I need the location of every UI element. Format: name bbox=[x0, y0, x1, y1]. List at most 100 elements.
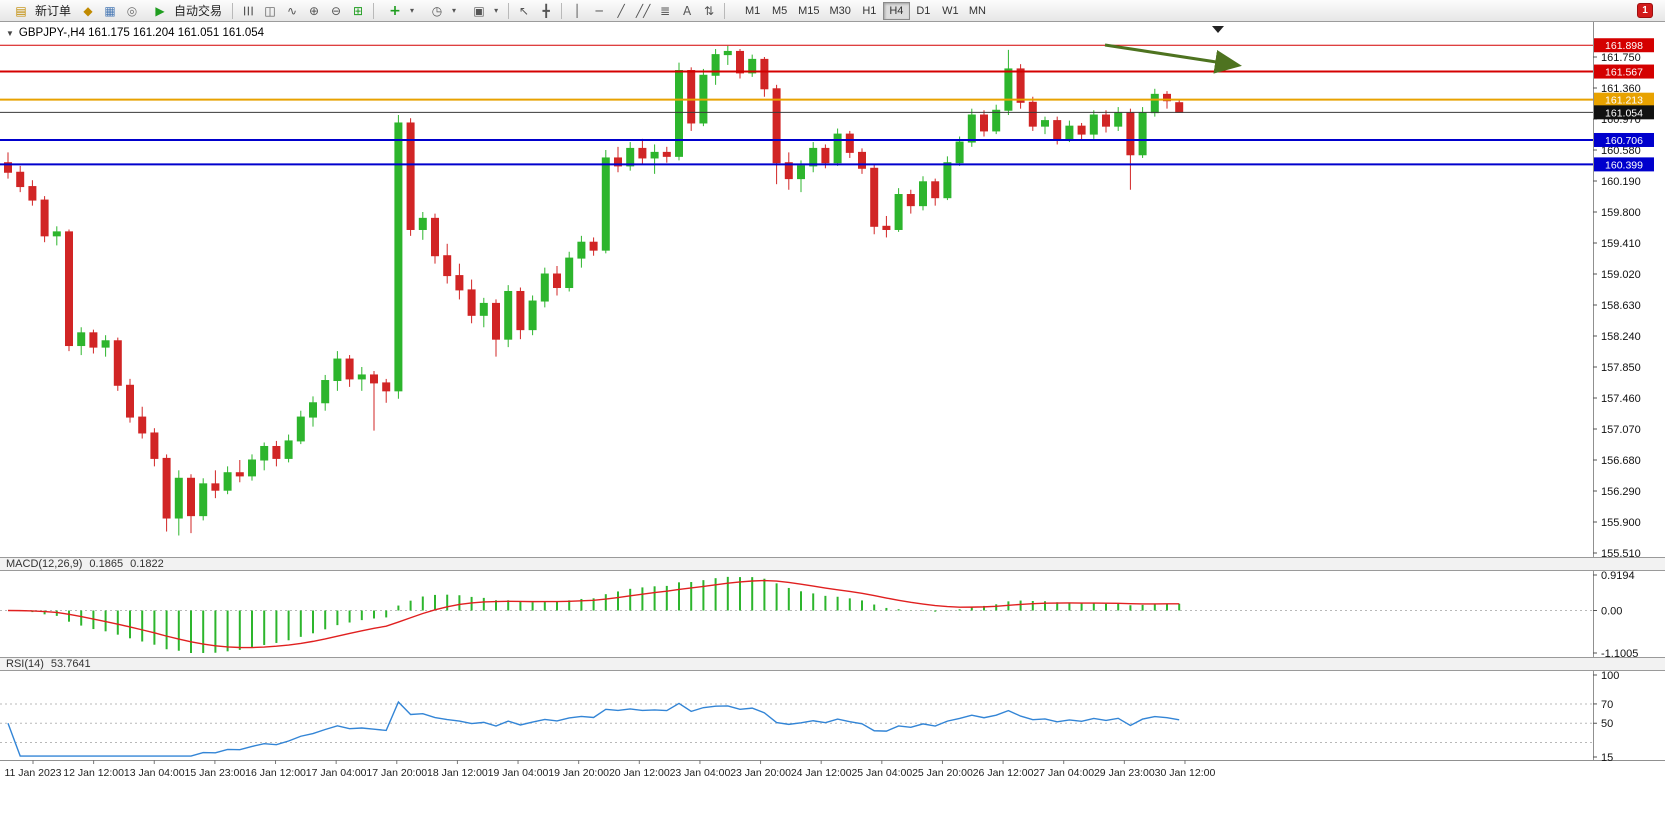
svg-text:160.399: 160.399 bbox=[1605, 159, 1643, 171]
svg-text:161.213: 161.213 bbox=[1605, 95, 1643, 107]
svg-text:156.680: 156.680 bbox=[1601, 455, 1641, 467]
tile-windows-icon[interactable]: ⊞ bbox=[353, 3, 364, 18]
vertical-line-icon[interactable]: │ bbox=[573, 3, 581, 18]
fibonacci-icon[interactable]: ≣ bbox=[660, 3, 671, 18]
line-chart-icon[interactable]: ∿ bbox=[287, 3, 298, 18]
macd-value-1: 0.1865 bbox=[89, 558, 124, 570]
horizontal-price-lines[interactable] bbox=[0, 44, 1593, 166]
templates-button[interactable]: ▣ ▾ bbox=[462, 1, 504, 20]
svg-text:0.9194: 0.9194 bbox=[1601, 570, 1635, 582]
svg-text:17 Jan 20:00: 17 Jan 20:00 bbox=[366, 767, 427, 779]
new-order-label: 新订单 bbox=[35, 4, 72, 18]
chart-shift-marker[interactable] bbox=[1212, 26, 1224, 33]
rsi-line bbox=[7, 700, 1180, 757]
price-axis[interactable]: 161.750161.360160.970160.580160.190159.8… bbox=[1593, 38, 1654, 560]
indicators-button[interactable]: + ▾ bbox=[378, 1, 420, 20]
zoom-in-icon[interactable]: ⊕ bbox=[309, 3, 320, 18]
svg-text:16 Jan 12:00: 16 Jan 12:00 bbox=[245, 767, 306, 779]
navigator-icon[interactable]: ◎ bbox=[126, 3, 138, 18]
arrows-tool-icon[interactable]: ⇅ bbox=[704, 3, 715, 18]
svg-text:159.800: 159.800 bbox=[1601, 207, 1641, 219]
macd-separator[interactable]: MACD(12,26,9) 0.1865 0.1822 bbox=[0, 557, 1665, 571]
svg-text:157.460: 157.460 bbox=[1601, 393, 1641, 405]
timeframe-m1[interactable]: M1 bbox=[744, 4, 761, 17]
svg-text:160.580: 160.580 bbox=[1601, 145, 1641, 157]
svg-text:24 Jan 12:00: 24 Jan 12:00 bbox=[791, 767, 852, 779]
svg-text:12 Jan 12:00: 12 Jan 12:00 bbox=[63, 767, 124, 779]
new-order-icon: ▤ bbox=[15, 3, 27, 18]
notification-badge[interactable]: 1 bbox=[1637, 3, 1653, 18]
time-axis[interactable]: 11 Jan 2023 12 Jan 12:00 13 Jan 04:00 15 Ja… bbox=[4, 760, 1215, 779]
svg-text:17 Jan 04:00: 17 Jan 04:00 bbox=[306, 767, 367, 779]
svg-text:13 Jan 04:00: 13 Jan 04:00 bbox=[124, 767, 185, 779]
svg-text:25 Jan 04:00: 25 Jan 04:00 bbox=[851, 767, 912, 779]
collapse-panel-icon[interactable]: ▼ bbox=[6, 28, 14, 38]
trend-arrow-annotation[interactable] bbox=[1104, 43, 1242, 74]
candlestick-chart-icon[interactable]: ◫ bbox=[264, 3, 276, 18]
svg-text:161.750: 161.750 bbox=[1601, 52, 1641, 64]
svg-text:158.240: 158.240 bbox=[1601, 331, 1641, 343]
new-order-button[interactable]: ▤ 新订单 bbox=[4, 1, 77, 20]
chart-canvas[interactable]: 161.750161.360160.970160.580160.190159.8… bbox=[0, 22, 1665, 831]
svg-text:25 Jan 20:00: 25 Jan 20:00 bbox=[912, 767, 973, 779]
text-tool-icon[interactable]: A bbox=[682, 3, 692, 18]
svg-text:155.900: 155.900 bbox=[1601, 517, 1641, 529]
macd-value-2: 0.1822 bbox=[130, 558, 164, 570]
toolbar: ▤ 新订单 ◆ ▦ ◎ ▶ 自动交易 ☰ ◫ ∿ ⊕ ⊖ ⊞ + ▾ ◷ ▾ ▣… bbox=[0, 0, 1665, 22]
channel-icon[interactable]: ╱╱ bbox=[635, 3, 651, 18]
symbol-ohlc-label: GBPJPY-,H4 161.175 161.204 161.051 161.0… bbox=[18, 27, 265, 39]
svg-text:26 Jan 12:00: 26 Jan 12:00 bbox=[973, 767, 1034, 779]
timeframe-m15[interactable]: M15 bbox=[798, 4, 820, 17]
svg-text:161.054: 161.054 bbox=[1605, 107, 1643, 119]
timeframe-m30[interactable]: M30 bbox=[829, 4, 851, 17]
periods-button[interactable]: ◷ ▾ bbox=[420, 1, 462, 20]
chevron-down-icon: ▾ bbox=[410, 6, 415, 15]
zoom-out-icon[interactable]: ⊖ bbox=[331, 3, 342, 18]
panel-borders bbox=[0, 22, 1665, 761]
svg-text:100: 100 bbox=[1601, 670, 1619, 682]
autotrade-play-icon: ▶ bbox=[155, 3, 165, 18]
toolbar-separator bbox=[724, 2, 726, 19]
svg-text:160.190: 160.190 bbox=[1601, 176, 1641, 188]
cursor-icon[interactable]: ↖ bbox=[519, 3, 530, 18]
clock-icon: ◷ bbox=[431, 3, 443, 18]
trendline-icon[interactable]: ╱ bbox=[617, 3, 625, 18]
rsi-value: 53.7641 bbox=[50, 658, 91, 670]
template-icon: ▣ bbox=[473, 3, 485, 18]
svg-text:23 Jan 20:00: 23 Jan 20:00 bbox=[730, 767, 791, 779]
svg-text:161.360: 161.360 bbox=[1601, 83, 1641, 95]
svg-text:157.850: 157.850 bbox=[1601, 362, 1641, 374]
svg-text:159.410: 159.410 bbox=[1601, 238, 1641, 250]
chevron-down-icon: ▾ bbox=[452, 6, 457, 15]
rsi-separator[interactable]: RSI(14) 53.7641 bbox=[0, 657, 1665, 671]
svg-text:15 Jan 23:00: 15 Jan 23:00 bbox=[185, 767, 246, 779]
svg-text:30 Jan 12:00: 30 Jan 12:00 bbox=[1155, 767, 1216, 779]
timeframe-w1[interactable]: W1 bbox=[942, 4, 959, 17]
svg-text:157.070: 157.070 bbox=[1601, 424, 1641, 436]
svg-text:161.898: 161.898 bbox=[1605, 40, 1643, 52]
svg-text:70: 70 bbox=[1601, 699, 1613, 711]
crosshair-icon[interactable]: ╋ bbox=[542, 3, 550, 18]
macd-label: MACD(12,26,9) bbox=[6, 558, 83, 570]
timeframe-mn[interactable]: MN bbox=[968, 4, 986, 17]
svg-text:156.290: 156.290 bbox=[1601, 486, 1641, 498]
svg-text:11 Jan 2023: 11 Jan 2023 bbox=[4, 767, 61, 779]
market-watch-icon[interactable]: ◆ bbox=[83, 3, 93, 18]
timeframe-h1[interactable]: H1 bbox=[862, 4, 877, 17]
bar-chart-icon[interactable]: ☰ bbox=[241, 5, 256, 16]
svg-text:20 Jan 12:00: 20 Jan 12:00 bbox=[609, 767, 670, 779]
data-window-icon[interactable]: ▦ bbox=[104, 3, 116, 18]
indicators-icon: + bbox=[389, 2, 401, 19]
svg-text:18 Jan 12:00: 18 Jan 12:00 bbox=[427, 767, 488, 779]
rsi-axis[interactable]: 100 70 50 15 bbox=[1593, 670, 1619, 764]
timeframe-h4[interactable]: H4 bbox=[882, 1, 910, 20]
svg-text:23 Jan 04:00: 23 Jan 04:00 bbox=[670, 767, 731, 779]
toolbar-separator bbox=[373, 2, 375, 19]
timeframe-d1[interactable]: D1 bbox=[916, 4, 931, 17]
horizontal-line-icon[interactable]: ─ bbox=[595, 3, 603, 18]
autotrade-button[interactable]: ▶ 自动交易 bbox=[143, 1, 228, 20]
macd-histogram bbox=[19, 576, 1181, 653]
svg-text:19 Jan 20:00: 19 Jan 20:00 bbox=[548, 767, 609, 779]
timeframe-m5[interactable]: M5 bbox=[771, 4, 788, 17]
